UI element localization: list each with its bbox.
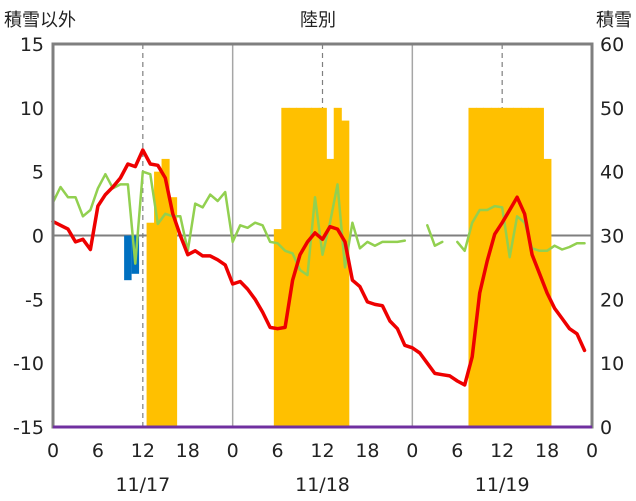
x-tick-label: 18 bbox=[355, 440, 379, 462]
snow-depth-bar bbox=[490, 107, 500, 427]
x-tick-label: 12 bbox=[490, 440, 514, 462]
day-label: 11/18 bbox=[295, 474, 350, 496]
y-left-tick-label: 0 bbox=[32, 226, 44, 248]
day-label: 11/19 bbox=[475, 474, 530, 496]
x-tick-label: 6 bbox=[451, 440, 463, 462]
snow-depth-bar bbox=[475, 107, 485, 427]
y-left-tick-label: 10 bbox=[20, 98, 44, 120]
snow-depth-bar bbox=[318, 107, 327, 427]
blue-bar bbox=[124, 235, 132, 281]
x-tick-label: 18 bbox=[535, 440, 559, 462]
temperature-line bbox=[51, 148, 587, 387]
y-right-tick-label: 20 bbox=[600, 289, 624, 311]
snow-depth-bar bbox=[528, 107, 537, 427]
chart-title: 陸別 bbox=[300, 10, 336, 31]
x-tick-label: 6 bbox=[92, 440, 104, 462]
snow-depth-bar bbox=[483, 107, 492, 427]
x-tick-label: 0 bbox=[227, 440, 239, 462]
y-right-tick-label: 0 bbox=[600, 417, 612, 439]
snow-depth-bar bbox=[498, 107, 507, 427]
snow-depth-bar bbox=[296, 107, 305, 427]
snow-depth-bar bbox=[326, 158, 335, 427]
bar-layer bbox=[124, 107, 552, 427]
x-tick-label: 6 bbox=[272, 440, 284, 462]
snow-depth-bar bbox=[311, 107, 320, 427]
x-tick-label: 0 bbox=[586, 440, 598, 462]
snow-depth-bar bbox=[513, 107, 522, 427]
x-tick-label: 12 bbox=[131, 440, 155, 462]
y-right-tick-label: 60 bbox=[600, 34, 624, 56]
snow-depth-bar bbox=[169, 197, 178, 427]
snow-depth-bar bbox=[146, 222, 155, 427]
snow-depth-bar bbox=[161, 158, 170, 427]
y-axis-left-label: 積雪以外 bbox=[4, 10, 76, 31]
snow-depth-bar bbox=[154, 171, 163, 427]
day-label: 11/17 bbox=[115, 474, 170, 496]
y-left-tick-label: -15 bbox=[13, 417, 44, 439]
y-left-tick-label: 15 bbox=[20, 34, 44, 56]
snow-depth-bar bbox=[288, 107, 297, 427]
x-tick-label: 0 bbox=[406, 440, 418, 462]
snow-depth-bar bbox=[333, 107, 342, 427]
x-tick-label: 0 bbox=[47, 440, 59, 462]
x-tick-label: 12 bbox=[310, 440, 334, 462]
snow-depth-bar bbox=[505, 107, 514, 427]
y-axis-right-label: 積雪 bbox=[596, 10, 632, 31]
y-right-tick-label: 50 bbox=[600, 98, 624, 120]
snow-depth-bar bbox=[281, 107, 290, 427]
x-tick-label: 18 bbox=[176, 440, 200, 462]
y-left-tick-label: -5 bbox=[25, 289, 44, 311]
snow-depth-bar bbox=[468, 107, 477, 427]
y-right-tick-label: 40 bbox=[600, 162, 624, 184]
line-layer bbox=[51, 148, 587, 387]
snow-depth-bar bbox=[535, 107, 544, 427]
snow-depth-bar bbox=[341, 120, 350, 427]
y-left-tick-label: 5 bbox=[32, 162, 44, 184]
y-right-tick-label: 10 bbox=[600, 353, 624, 375]
snow-depth-bar bbox=[520, 107, 529, 427]
y-right-tick-label: 30 bbox=[600, 226, 624, 248]
frame bbox=[51, 42, 594, 429]
y-left-tick-label: -10 bbox=[13, 353, 44, 375]
